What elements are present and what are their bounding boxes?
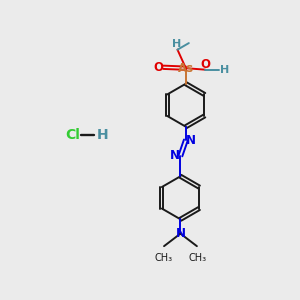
- Text: N: N: [170, 149, 180, 162]
- Text: O: O: [201, 58, 211, 71]
- Text: CH₃: CH₃: [188, 253, 206, 263]
- Text: Cl: Cl: [65, 128, 80, 142]
- Text: O: O: [153, 61, 163, 74]
- Text: H: H: [96, 128, 108, 142]
- Text: N: N: [176, 227, 185, 240]
- Text: H: H: [172, 39, 182, 49]
- Text: CH₃: CH₃: [154, 253, 172, 263]
- Text: As: As: [178, 62, 194, 75]
- Text: H: H: [220, 65, 229, 75]
- Text: N: N: [186, 134, 196, 147]
